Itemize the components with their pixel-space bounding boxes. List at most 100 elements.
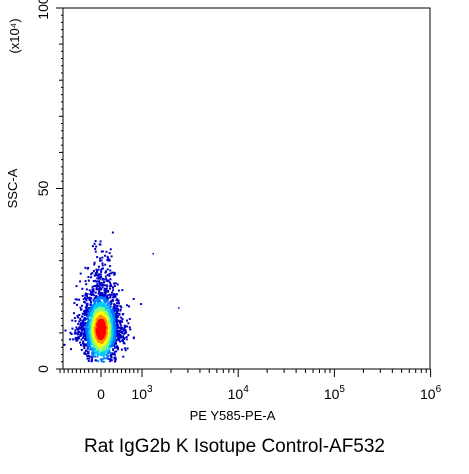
data-point	[115, 338, 118, 341]
data-point	[90, 297, 93, 300]
data-point	[109, 355, 112, 358]
data-point	[77, 335, 80, 338]
data-point	[122, 341, 125, 344]
data-point	[91, 293, 94, 296]
data-point	[114, 341, 117, 344]
data-point	[91, 304, 94, 307]
data-point	[91, 351, 94, 354]
data-point	[84, 266, 87, 269]
data-point	[85, 312, 88, 315]
data-point	[91, 343, 94, 346]
data-point	[103, 300, 106, 303]
data-point	[95, 285, 98, 288]
data-point	[102, 281, 105, 284]
data-point	[83, 313, 86, 316]
data-point	[101, 278, 104, 281]
data-point	[90, 313, 93, 316]
data-point	[100, 297, 103, 300]
data-point	[103, 284, 106, 287]
data-point	[70, 332, 73, 335]
data-point	[86, 357, 89, 360]
data-point	[98, 281, 101, 284]
data-point	[103, 289, 106, 292]
data-point	[104, 291, 107, 294]
data-point	[105, 287, 108, 290]
data-point	[97, 265, 100, 268]
data-point	[109, 303, 112, 306]
data-point	[99, 277, 102, 280]
data-point	[93, 323, 96, 326]
data-point	[90, 358, 93, 361]
data-point	[115, 339, 118, 342]
data-point	[103, 312, 106, 315]
data-point	[82, 323, 85, 326]
data-points	[63, 231, 180, 363]
data-point	[107, 357, 110, 360]
data-point	[109, 269, 112, 272]
data-point	[98, 301, 101, 304]
data-point	[82, 340, 85, 343]
data-point	[128, 305, 131, 308]
data-point	[93, 307, 96, 310]
data-point	[114, 282, 117, 285]
data-point	[117, 308, 120, 311]
data-point	[99, 315, 102, 318]
data-point	[86, 334, 89, 337]
data-point	[117, 337, 120, 340]
data-point	[82, 327, 85, 330]
data-point	[73, 317, 76, 320]
data-point	[97, 292, 100, 295]
data-point	[98, 280, 101, 283]
data-point	[116, 305, 119, 308]
data-point	[101, 262, 104, 265]
data-point	[108, 252, 111, 255]
outlier-point	[178, 307, 180, 309]
data-point	[100, 354, 103, 357]
data-point	[115, 299, 118, 302]
data-point	[123, 324, 126, 327]
data-point	[110, 317, 113, 320]
data-point	[121, 289, 124, 292]
data-point	[86, 343, 89, 346]
data-point	[80, 329, 83, 332]
data-point	[107, 340, 110, 343]
data-point	[113, 360, 116, 363]
data-point	[102, 360, 105, 363]
data-point	[89, 344, 92, 347]
data-point	[88, 296, 91, 299]
data-point	[89, 327, 92, 330]
data-point	[99, 273, 102, 276]
data-point	[87, 275, 90, 278]
data-point	[88, 323, 91, 326]
data-point	[105, 277, 108, 280]
data-point	[79, 343, 82, 346]
data-point	[85, 305, 88, 308]
data-point	[110, 314, 113, 317]
data-point	[88, 318, 91, 321]
data-point	[91, 356, 94, 359]
data-point	[79, 306, 82, 309]
data-point	[85, 298, 88, 301]
data-point	[95, 296, 98, 299]
data-point	[94, 348, 97, 351]
data-point	[108, 293, 111, 296]
data-point	[117, 348, 120, 351]
data-point	[86, 267, 89, 270]
x-axis-ticks: 0 103 104 105 106	[59, 369, 442, 402]
data-point	[92, 269, 95, 272]
data-point	[103, 296, 106, 299]
data-point	[76, 328, 79, 331]
data-point	[95, 280, 98, 283]
data-point	[115, 315, 118, 318]
data-point	[103, 357, 106, 360]
data-point	[114, 358, 117, 361]
data-point	[74, 329, 77, 332]
data-point	[125, 325, 128, 328]
data-point	[114, 304, 117, 307]
data-point	[122, 340, 125, 343]
data-point	[106, 298, 109, 301]
data-point	[119, 322, 122, 325]
data-point	[102, 307, 105, 310]
data-point	[93, 261, 96, 264]
data-point	[82, 343, 85, 346]
